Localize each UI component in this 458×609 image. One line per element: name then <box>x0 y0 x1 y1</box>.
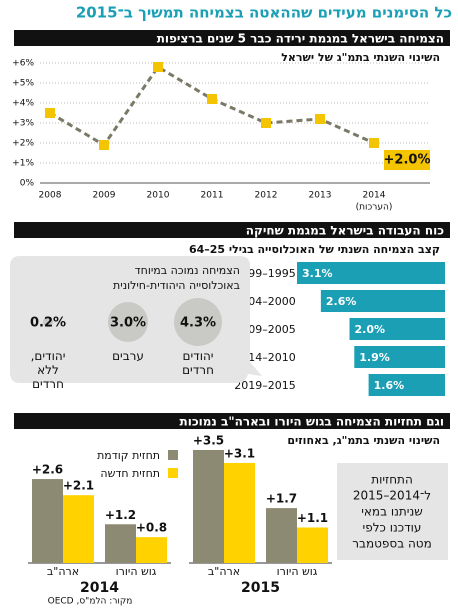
bar <box>105 524 136 563</box>
section-header-bar <box>14 30 450 46</box>
marker <box>207 94 217 104</box>
category-label: יהודים, ללא חרדים <box>31 349 66 391</box>
value-label: +3.5 <box>193 434 224 448</box>
group-label: 2015 <box>241 580 280 596</box>
value-label: 2.0% <box>355 323 386 336</box>
group-label: 2014 <box>80 580 119 596</box>
category-label: יהודים חרדים <box>182 349 214 377</box>
marker <box>153 62 163 72</box>
value-label: 3.1% <box>302 267 333 280</box>
x-tick-label: 2011 <box>201 191 224 201</box>
x-tick-note: (הערכות) <box>356 203 393 213</box>
bar <box>297 527 328 563</box>
value-label: +3.1 <box>224 446 255 460</box>
x-tick-label: 2010 <box>147 191 170 201</box>
value-label: +1.7 <box>266 492 297 506</box>
section-header-bar <box>14 413 450 429</box>
page-title: כל הסימנים מעידים שההאטה בצמיחה תמשיך ב־… <box>76 4 452 22</box>
category-label: ארה"ב <box>47 565 79 578</box>
section-title: כוח העבודה בישראל במגמת שחיקה <box>246 224 444 238</box>
note-line: עודכנו כלפי <box>363 521 422 535</box>
value-label: 3.0% <box>110 316 146 331</box>
bar <box>32 479 63 563</box>
bar <box>224 462 255 563</box>
x-tick-label: 2008 <box>39 191 62 201</box>
bar <box>297 262 445 284</box>
category-label: ארה"ב <box>208 565 240 578</box>
marker <box>261 118 271 128</box>
legend-label: תחזית חדשה <box>100 467 160 480</box>
y-tick-label: +1% <box>12 159 34 169</box>
x-tick-label: 2009 <box>93 191 116 201</box>
marker <box>99 140 109 150</box>
subtitle: השינוי השנתי בתמ"ג, באחוזים <box>287 434 440 447</box>
marker <box>369 138 379 148</box>
callout-title: הצמיחה נמוכה במיוחד <box>135 264 240 277</box>
legend-label: תחזית קודמת <box>97 449 160 462</box>
subtitle: קצב הצמיחה השנתי של האוכלוסייה בגילי 25–… <box>189 243 440 256</box>
section-header-bar <box>14 222 450 238</box>
bar <box>136 537 167 563</box>
value-label: +2.1 <box>63 479 94 493</box>
note-line: התחזיות <box>371 473 413 487</box>
value-label: 1.9% <box>359 351 390 364</box>
y-tick-label: +3% <box>12 119 34 129</box>
legend-swatch <box>168 468 178 478</box>
value-label: +2.6 <box>32 463 63 477</box>
value-label: +1.2 <box>105 508 136 522</box>
category-label: ערבים <box>112 349 144 363</box>
value-label: +0.8 <box>136 521 167 535</box>
legend-swatch <box>168 450 178 460</box>
line <box>49 64 375 148</box>
value-label: +1.1 <box>297 511 328 525</box>
value-label: +2.0% <box>384 153 431 168</box>
marker <box>45 108 55 118</box>
bar <box>193 450 224 563</box>
bar <box>63 495 94 563</box>
category-label: גוש היורו <box>116 565 157 578</box>
note-line: שניתנו במאי <box>361 505 423 519</box>
section-title: וגם תחזיות הצמיחה בגוש היורו ובארה"ב נמו… <box>180 415 445 429</box>
note-box <box>337 463 448 560</box>
category-label: 2019–2015 <box>234 379 296 392</box>
bar <box>368 374 445 396</box>
source: מקור: הלמ"ס, OECD <box>48 597 133 607</box>
section-title: הצמיחה בישראל במגמת ירידה כבר 5 שנים ברצ… <box>157 32 444 46</box>
bubble <box>174 298 222 346</box>
bar <box>266 508 297 563</box>
bar <box>320 290 445 312</box>
subtitle: השינוי השנתי בתמ"ג של ישראל <box>281 51 440 64</box>
y-tick-label: +6% <box>12 59 34 69</box>
x-tick-label: 2012 <box>255 191 278 201</box>
note-line: מטה בספטמבר <box>352 537 431 551</box>
bar <box>349 318 445 340</box>
bubble <box>107 301 149 343</box>
y-tick-label: +4% <box>12 99 34 109</box>
x-tick-label: 2013 <box>309 191 332 201</box>
category-label: גוש היורו <box>277 565 318 578</box>
callout-title: באוכלוסייה היהודית-חילונית <box>113 279 240 292</box>
marker <box>315 114 325 124</box>
note-line: ל־2014–2015 <box>353 489 431 503</box>
value-label: 0.2% <box>30 316 66 331</box>
bar <box>354 346 445 368</box>
value-label-box <box>384 150 430 170</box>
x-tick-label: 2014 <box>363 191 386 201</box>
bubble <box>42 316 54 328</box>
y-tick-label: 0% <box>20 179 35 189</box>
y-tick-label: +2% <box>12 139 34 149</box>
value-label: 1.6% <box>374 379 405 392</box>
value-label: 2.6% <box>326 295 357 308</box>
y-tick-label: +5% <box>12 79 34 89</box>
value-label: 4.3% <box>180 316 216 331</box>
